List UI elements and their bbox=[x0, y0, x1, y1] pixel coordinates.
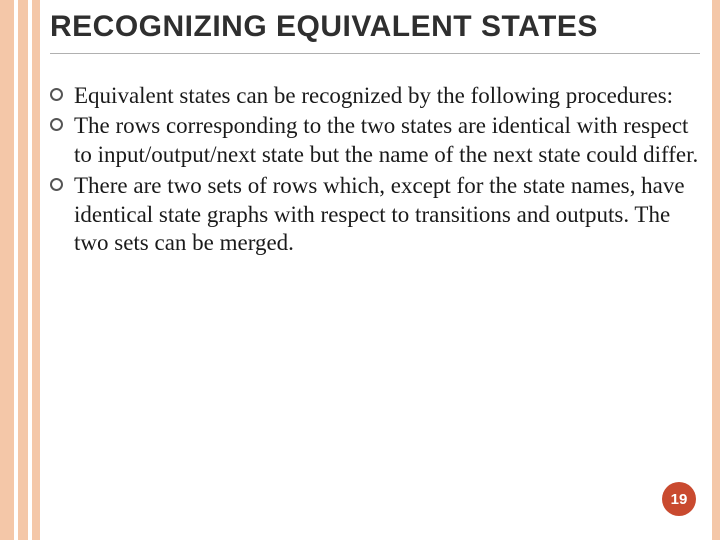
left-stripe-2 bbox=[18, 0, 28, 540]
bullet-text: The rows corresponding to the two states… bbox=[74, 113, 698, 167]
slide-content: RECOGNIZING EQUIVALENT STATES Equivalent… bbox=[50, 10, 700, 260]
left-stripe-3 bbox=[32, 0, 40, 540]
bullet-icon bbox=[50, 88, 63, 101]
list-item: Equivalent states can be recognized by t… bbox=[50, 82, 700, 111]
slide-title: RECOGNIZING EQUIVALENT STATES bbox=[50, 10, 700, 54]
bullet-text: Equivalent states can be recognized by t… bbox=[74, 83, 673, 108]
list-item: The rows corresponding to the two states… bbox=[50, 112, 700, 170]
bullet-icon bbox=[50, 178, 63, 191]
page-number: 19 bbox=[671, 491, 688, 508]
left-stripe-1 bbox=[0, 0, 14, 540]
right-stripe bbox=[712, 0, 720, 540]
bullet-icon bbox=[50, 118, 63, 131]
bullet-text: There are two sets of rows which, except… bbox=[74, 173, 685, 256]
list-item: There are two sets of rows which, except… bbox=[50, 172, 700, 258]
page-number-badge: 19 bbox=[662, 482, 696, 516]
bullet-list: Equivalent states can be recognized by t… bbox=[50, 82, 700, 259]
